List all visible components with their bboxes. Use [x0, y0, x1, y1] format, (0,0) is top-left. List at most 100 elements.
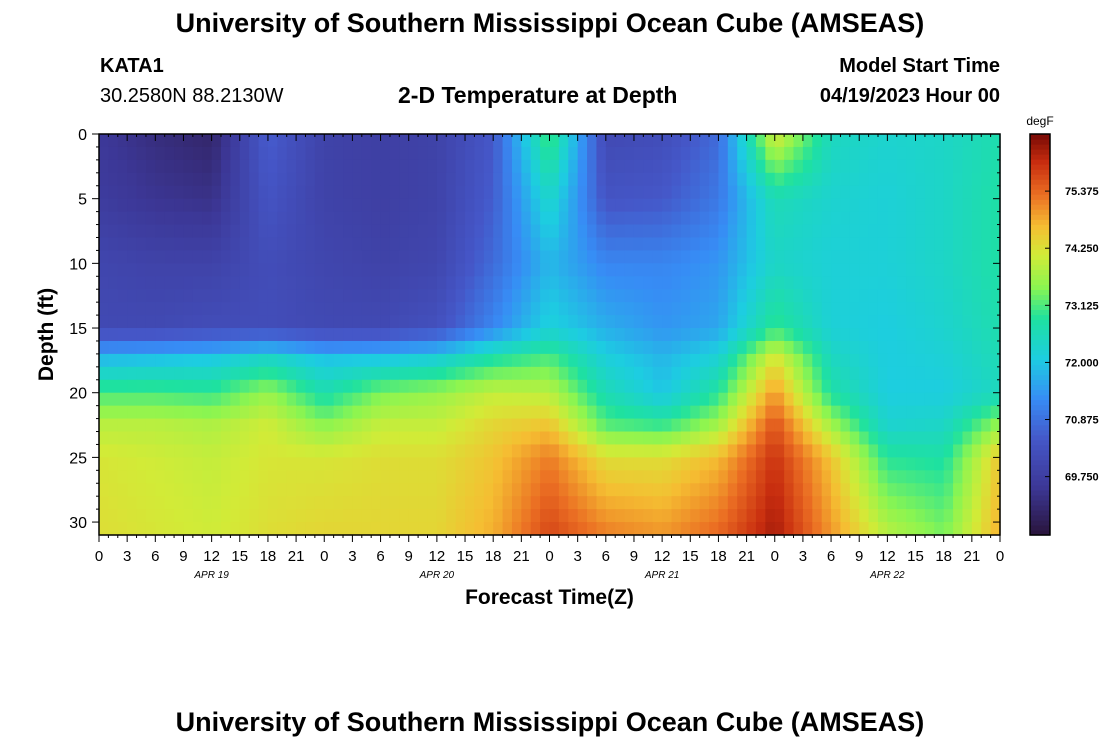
- heatmap-cell: [399, 354, 409, 368]
- heatmap-cell: [606, 457, 616, 471]
- heatmap-cell: [127, 147, 137, 161]
- heatmap-cell: [981, 289, 991, 303]
- heatmap-cell: [137, 263, 147, 277]
- heatmap-cell: [934, 315, 944, 329]
- heatmap-cell: [521, 354, 531, 368]
- heatmap-cell: [606, 147, 616, 161]
- heatmap-cell: [991, 406, 1001, 420]
- heatmap-cell: [137, 380, 147, 394]
- heatmap-cell: [343, 432, 353, 446]
- heatmap-cell: [456, 444, 466, 458]
- heatmap-cell: [334, 160, 344, 174]
- heatmap-cell: [399, 212, 409, 226]
- heatmap-cell: [606, 432, 616, 446]
- heatmap-cell: [99, 276, 109, 290]
- heatmap-cell: [399, 432, 409, 446]
- heatmap-cell: [634, 186, 644, 200]
- heatmap-cell: [587, 250, 597, 264]
- heatmap-cell: [259, 419, 269, 433]
- heatmap-cell: [709, 419, 719, 433]
- heatmap-cell: [756, 483, 766, 497]
- heatmap-cell: [446, 457, 456, 471]
- heatmap-cell: [962, 225, 972, 239]
- heatmap-cell: [718, 380, 728, 394]
- y-axis-label: Depth (ft): [35, 288, 58, 381]
- heatmap-cell: [653, 276, 663, 290]
- heatmap-cell: [521, 225, 531, 239]
- heatmap-cell: [878, 444, 888, 458]
- heatmap-cell: [643, 225, 653, 239]
- heatmap-cell: [784, 225, 794, 239]
- heatmap-cell: [653, 263, 663, 277]
- heatmap-cell: [512, 212, 522, 226]
- heatmap-cell: [953, 367, 963, 381]
- heatmap-cell: [165, 419, 175, 433]
- heatmap-cell: [399, 483, 409, 497]
- heatmap-cell: [756, 250, 766, 264]
- heatmap-cell: [822, 237, 832, 251]
- heatmap-cell: [690, 367, 700, 381]
- heatmap-cell: [399, 419, 409, 433]
- heatmap-cell: [850, 186, 860, 200]
- heatmap-cell: [474, 328, 484, 342]
- heatmap-cell: [540, 186, 550, 200]
- heatmap-cell: [418, 225, 428, 239]
- heatmap-cell: [784, 457, 794, 471]
- heatmap-cell: [634, 315, 644, 329]
- colorbar-unit-label: degF: [1026, 114, 1053, 128]
- heatmap-cell: [296, 419, 306, 433]
- heatmap-cell: [747, 406, 757, 420]
- heatmap-cell: [812, 444, 822, 458]
- heatmap-cell: [578, 354, 588, 368]
- heatmap-cell: [747, 199, 757, 213]
- heatmap-cell: [324, 406, 334, 420]
- heatmap-cell: [531, 328, 541, 342]
- heatmap-cell: [202, 328, 212, 342]
- heatmap-cell: [212, 354, 222, 368]
- heatmap-cell: [606, 367, 616, 381]
- heatmap-cell: [775, 147, 785, 161]
- heatmap-cell: [99, 199, 109, 213]
- heatmap-cell: [343, 289, 353, 303]
- heatmap-cell: [165, 380, 175, 394]
- heatmap-cell: [165, 328, 175, 342]
- heatmap-cell: [765, 289, 775, 303]
- heatmap-cell: [305, 509, 315, 523]
- heatmap-cell: [643, 470, 653, 484]
- heatmap-cell: [690, 302, 700, 316]
- heatmap-cell: [446, 522, 456, 536]
- heatmap-cell: [747, 341, 757, 355]
- colorbar-swatch: [1030, 194, 1050, 200]
- colorbar-swatch: [1030, 249, 1050, 255]
- heatmap-cell: [277, 393, 287, 407]
- heatmap-cell: [352, 444, 362, 458]
- heatmap-cell: [690, 225, 700, 239]
- heatmap-cell: [352, 250, 362, 264]
- heatmap-cell: [193, 276, 203, 290]
- heatmap-cell: [700, 212, 710, 226]
- heatmap-cell: [887, 147, 897, 161]
- heatmap-cell: [503, 225, 513, 239]
- heatmap-cell: [822, 393, 832, 407]
- heatmap-cell: [456, 250, 466, 264]
- heatmap-cell: [512, 263, 522, 277]
- heatmap-cell: [399, 380, 409, 394]
- heatmap-cell: [155, 289, 165, 303]
- heatmap-cell: [775, 212, 785, 226]
- heatmap-cell: [381, 173, 391, 187]
- heatmap-cell: [803, 328, 813, 342]
- heatmap-cell: [859, 380, 869, 394]
- colorbar-swatch: [1030, 204, 1050, 210]
- heatmap-cell: [465, 483, 475, 497]
- heatmap-cell: [718, 483, 728, 497]
- heatmap-cell: [690, 509, 700, 523]
- heatmap-cell: [578, 444, 588, 458]
- heatmap-cell: [953, 393, 963, 407]
- colorbar-swatch: [1030, 385, 1050, 391]
- heatmap-cell: [99, 289, 109, 303]
- heatmap-cell: [512, 457, 522, 471]
- heatmap-cell: [831, 419, 841, 433]
- heatmap-cell: [869, 341, 879, 355]
- heatmap-cell: [165, 134, 175, 148]
- heatmap-cell: [803, 315, 813, 329]
